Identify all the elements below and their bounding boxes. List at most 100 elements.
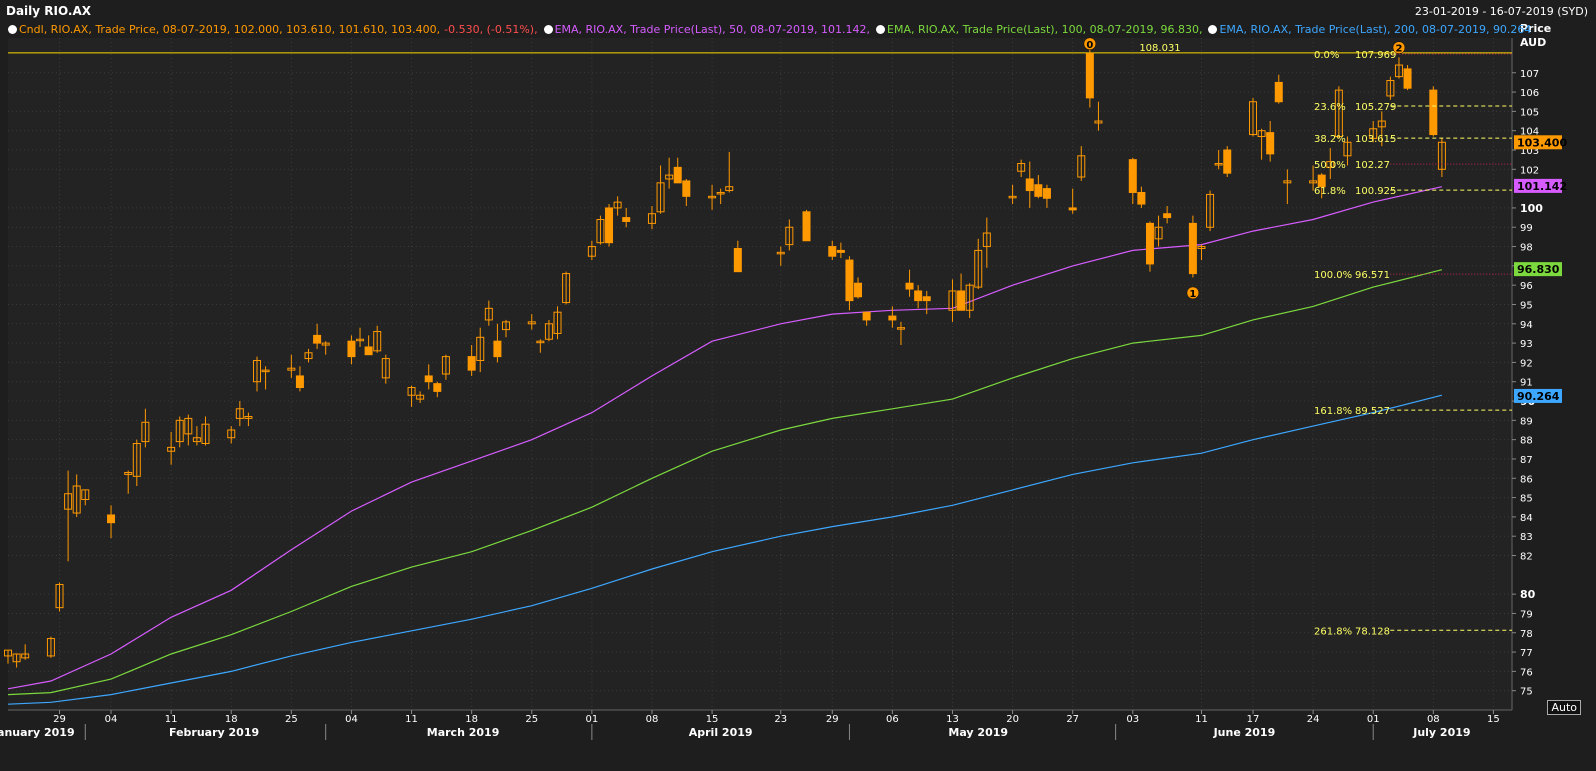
legend-ema200[interactable]: EMA, RIO.AX, Trade Price(Last), 200, 08-…: [1208, 23, 1531, 36]
candle: [682, 178, 691, 206]
candle-body: [948, 290, 957, 311]
y-tick-label: 91: [1520, 378, 1533, 389]
candle-body: [1077, 155, 1086, 178]
candle-body: [647, 213, 656, 224]
x-tick-label: 15: [1487, 714, 1500, 725]
candle-body: [914, 290, 923, 302]
candle-body: [141, 421, 150, 443]
candle-body: [785, 226, 794, 246]
candle: [407, 385, 416, 407]
x-tick-label: 04: [345, 714, 358, 725]
y-tick-label: 76: [1520, 667, 1533, 678]
legend-ema50[interactable]: EMA, RIO.AX, Trade Price(Last), 50, 08-0…: [543, 23, 870, 36]
legend-info-icon[interactable]: [876, 25, 886, 34]
fib-pct-label: 23.6%: [1314, 102, 1346, 113]
fib-pct-label: 100.0%: [1314, 270, 1352, 281]
candle-body: [1214, 163, 1223, 166]
candle-body: [81, 489, 90, 501]
candle: [905, 269, 914, 297]
x-tick-label: 06: [886, 714, 899, 725]
auto-scale-button[interactable]: Auto: [1547, 700, 1581, 715]
candle-body: [1309, 180, 1318, 184]
candle-body: [1429, 89, 1438, 136]
candle: [914, 285, 923, 309]
candle: [12, 653, 21, 668]
legend-info-icon[interactable]: [1208, 25, 1218, 34]
candle-body: [235, 408, 244, 419]
candle: [1042, 184, 1051, 208]
candle-body: [1317, 174, 1326, 188]
candle-body: [1403, 68, 1412, 89]
price-badge-label: 103.400: [1517, 136, 1567, 149]
candle-body: [1085, 52, 1094, 99]
candle-body: [21, 653, 30, 659]
candle: [1068, 188, 1077, 214]
wave-marker: [1186, 286, 1200, 300]
candle: [1274, 74, 1283, 104]
y-tick-label: 98: [1520, 243, 1533, 254]
candle-body: [1223, 149, 1232, 174]
candle-body: [905, 282, 914, 290]
y-tick-label: 107: [1520, 69, 1539, 80]
candle-body: [55, 583, 64, 609]
fib-pct-label: 0.0%: [1314, 50, 1339, 61]
candle: [433, 381, 442, 398]
candle: [1266, 121, 1275, 162]
wave-marker: [1083, 37, 1097, 51]
candle-body: [1154, 226, 1163, 240]
candle: [72, 474, 81, 517]
candle: [493, 323, 502, 363]
candle: [553, 306, 562, 340]
legend-candle-text: Cndl, RIO.AX, Trade Price, 08-07-2019, 1…: [19, 23, 441, 36]
legend-info-icon[interactable]: [543, 25, 553, 34]
candle: [1025, 161, 1034, 208]
legend-candle[interactable]: Cndl, RIO.AX, Trade Price, 08-07-2019, 1…: [8, 23, 538, 36]
candle-body: [1034, 184, 1043, 197]
x-tick-label: 11: [405, 714, 418, 725]
fib-pct-label: 50.0%: [1314, 160, 1346, 171]
fib-value-label: 100.925: [1355, 186, 1396, 197]
candle: [896, 321, 905, 346]
candle-body: [527, 321, 536, 325]
candle-body: [72, 485, 81, 514]
candle: [536, 339, 545, 353]
legend-ema100[interactable]: EMA, RIO.AX, Trade Price(Last), 100, 08-…: [876, 23, 1202, 36]
month-label: May 2019: [948, 726, 1008, 739]
candle: [467, 345, 476, 376]
candle: [287, 354, 296, 378]
y-tick-label: 89: [1520, 416, 1533, 427]
candle: [1017, 159, 1026, 178]
candle: [828, 240, 837, 261]
candle: [313, 323, 322, 349]
candle: [708, 184, 717, 210]
candle: [854, 277, 863, 299]
y-tick-label: 78: [1520, 629, 1533, 640]
candle: [192, 426, 201, 446]
candle-body: [416, 394, 425, 400]
candle-body: [1163, 213, 1172, 219]
x-tick-label: 11: [1195, 714, 1208, 725]
candle-body: [253, 359, 261, 383]
y-tick-label: 96: [1520, 281, 1533, 292]
candle-body: [1274, 81, 1283, 103]
candle-body: [484, 307, 493, 321]
candle: [132, 439, 141, 486]
candle-body: [364, 346, 373, 356]
candle-body: [682, 180, 691, 197]
x-tick-label: 08: [646, 714, 659, 725]
candle-body: [1008, 195, 1017, 199]
candle: [982, 217, 991, 268]
candle-body: [124, 471, 133, 475]
candle: [1309, 165, 1318, 191]
candle: [1386, 76, 1395, 100]
candle-body: [1249, 101, 1257, 136]
candle: [502, 319, 510, 338]
candle: [244, 412, 253, 427]
legend-info-icon[interactable]: [8, 25, 17, 34]
candle: [201, 416, 210, 446]
fib-pct-label: 61.8%: [1314, 186, 1346, 197]
candle-body: [261, 369, 270, 373]
candle: [1249, 97, 1257, 137]
candle-body: [1257, 130, 1266, 137]
